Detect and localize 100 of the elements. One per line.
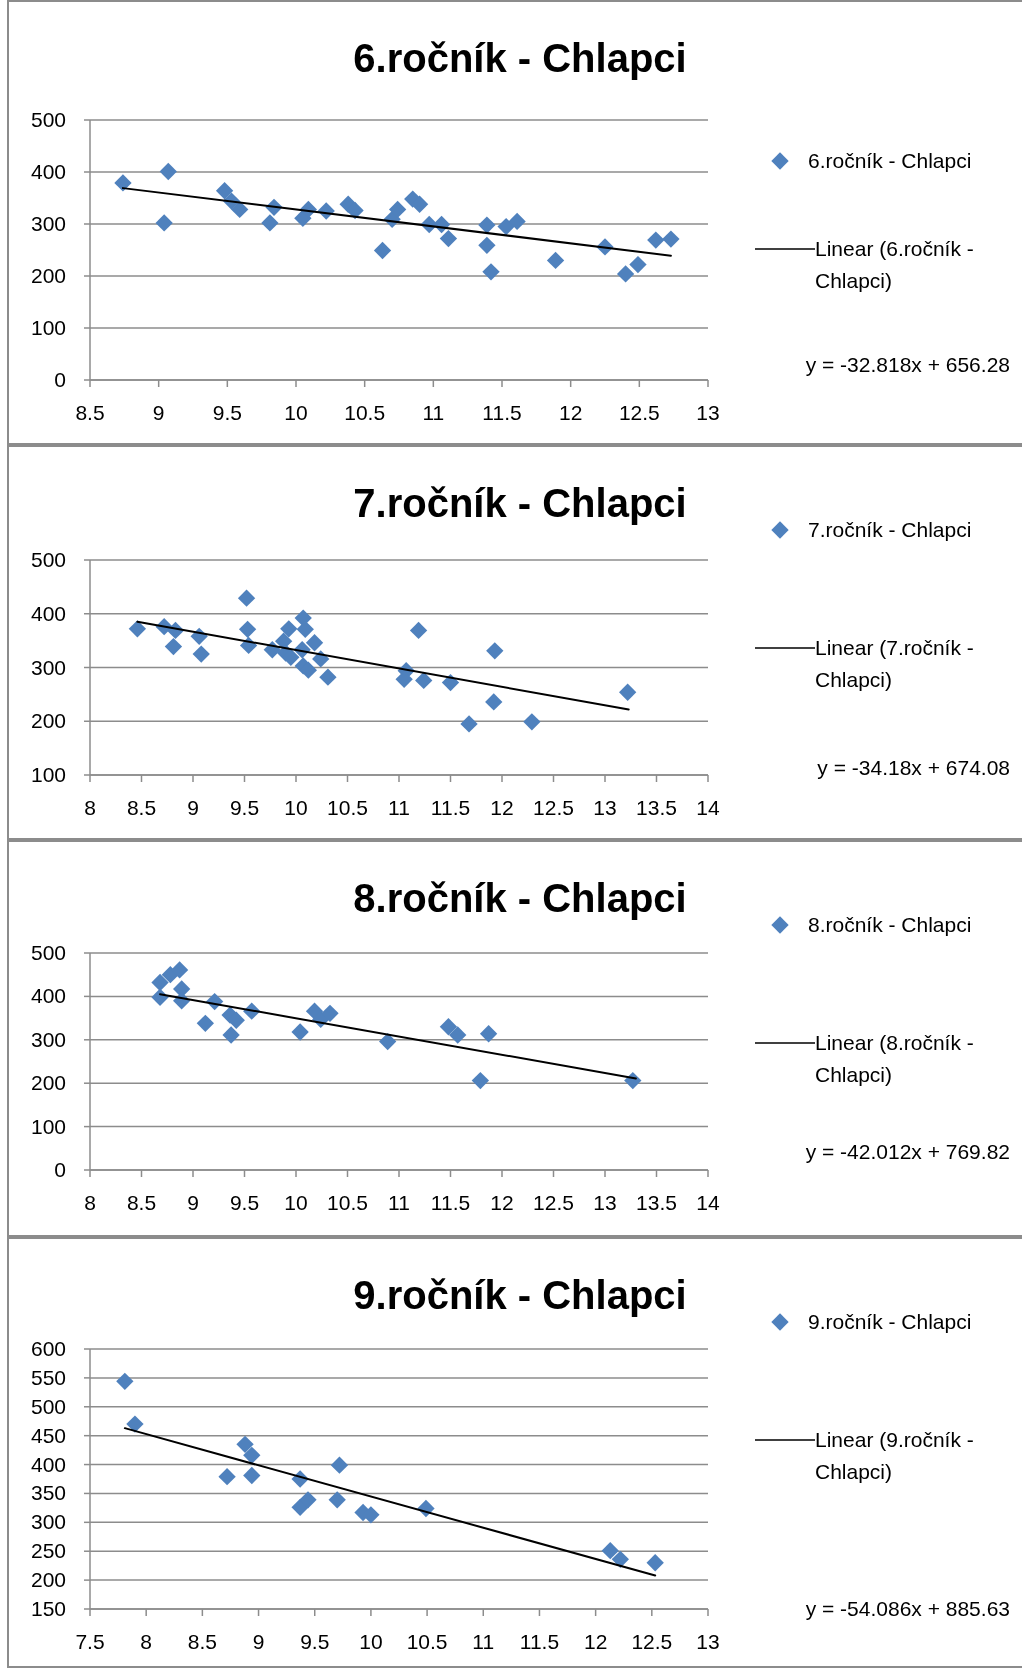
- point: [305, 634, 324, 652]
- point: [237, 589, 256, 607]
- legend-label: Linear (9.ročník - Chlapci): [815, 1428, 974, 1483]
- y-tick-label: 500: [30, 548, 66, 571]
- point: [196, 1014, 215, 1032]
- point: [116, 1372, 134, 1391]
- y-tick-label: 100: [30, 316, 66, 339]
- x-tick-label: 14: [696, 1191, 720, 1214]
- point: [238, 620, 257, 638]
- legend-label: 9.ročník - Chlapci: [808, 1310, 972, 1333]
- y-tick-label: 400: [30, 160, 66, 183]
- legend-label: Linear (6.ročník - Chlapci): [815, 237, 974, 292]
- point: [460, 715, 478, 733]
- x-tick-label: 12: [490, 1191, 514, 1214]
- y-tick-label: 0: [54, 1158, 66, 1181]
- point: [280, 620, 298, 638]
- x-tick-label: 11.5: [482, 401, 522, 424]
- y-tick-label: 550: [30, 1365, 66, 1389]
- chart-title: 6.ročník - Chlapci: [353, 36, 687, 80]
- point: [388, 200, 407, 219]
- x-tick-label: 12.5: [533, 1191, 574, 1214]
- y-tick-label: 400: [30, 984, 66, 1008]
- y-tick-label: 300: [30, 1510, 66, 1534]
- point: [439, 1018, 458, 1036]
- text: y = -34.18x + 674.08: [817, 756, 1010, 779]
- x-tick-label: 11: [388, 1191, 410, 1214]
- point: [523, 713, 541, 731]
- point: [616, 265, 635, 283]
- point: [215, 182, 234, 200]
- y-tick-label: 450: [30, 1423, 66, 1447]
- point: [629, 255, 647, 274]
- y-tick-label: 600: [30, 1337, 66, 1360]
- y-tick-label: 100: [30, 1114, 66, 1138]
- point: [439, 229, 458, 248]
- chart-title: 8.ročník - Chlapci: [353, 876, 687, 920]
- x-tick-label: 13.5: [636, 796, 677, 819]
- x-tick-label: 12: [490, 796, 514, 819]
- point: [611, 1550, 630, 1568]
- y-tick-label: 300: [30, 655, 66, 679]
- x-tick-label: 8.5: [187, 1630, 217, 1653]
- x-tick-label: 9: [252, 1630, 265, 1653]
- y-tick-label: 300: [30, 1027, 66, 1051]
- point: [218, 1468, 236, 1486]
- point: [546, 251, 565, 270]
- y-tick-label: 200: [30, 1568, 66, 1592]
- x-tick-label: 14: [696, 796, 720, 819]
- point: [114, 174, 132, 192]
- x-tick-label: 12: [558, 401, 583, 424]
- y-tick-label: 200: [30, 264, 66, 287]
- x-tick-label: 12.5: [631, 1630, 673, 1653]
- x-tick-label: 10.5: [327, 796, 368, 819]
- x-tick-label: 8: [140, 1630, 153, 1653]
- y-tick-label: 500: [30, 941, 66, 964]
- y-tick-label: 200: [30, 709, 66, 733]
- x-tick-label: 8.5: [126, 796, 157, 819]
- x-tick-label: 11: [422, 401, 445, 424]
- x-tick-label: 10.5: [406, 1630, 448, 1653]
- x-tick-label: 10: [359, 1630, 383, 1653]
- x-tick-label: 11.5: [430, 796, 471, 819]
- point: [485, 693, 503, 711]
- legend-label: 6.ročník - Chlapci: [808, 149, 972, 172]
- point: [126, 1415, 144, 1433]
- point: [373, 241, 392, 260]
- x-tick-label: 11: [388, 796, 410, 819]
- point: [647, 231, 665, 249]
- point: [482, 263, 500, 281]
- x-tick-label: 11: [472, 1630, 495, 1653]
- x-tick-label: 10: [284, 1191, 308, 1214]
- x-tick-label: 7.5: [75, 1630, 105, 1653]
- text: y = -42.012x + 769.82: [805, 1140, 1010, 1163]
- point: [478, 216, 496, 234]
- point: [330, 1456, 349, 1474]
- x-tick-label: 10: [284, 401, 308, 424]
- point: [319, 668, 337, 686]
- x-tick-label: 9: [152, 401, 165, 424]
- x-tick-label: 13: [593, 1191, 617, 1214]
- x-tick-label: 9.5: [300, 1630, 330, 1653]
- x-tick-label: 9.5: [229, 1191, 260, 1214]
- x-tick-label: 9.5: [229, 796, 260, 819]
- x-tick-label: 10: [284, 796, 308, 819]
- legend-label: Linear (7.ročník - Chlapci): [815, 636, 974, 691]
- x-tick-label: 11.5: [519, 1630, 560, 1653]
- x-tick-label: 9: [187, 1191, 199, 1214]
- point: [346, 201, 364, 220]
- point: [192, 645, 210, 663]
- y-tick-label: 0: [54, 368, 66, 391]
- point: [243, 1466, 261, 1485]
- x-tick-label: 12: [583, 1630, 608, 1653]
- legend-label: 7.ročník - Chlapci: [808, 518, 972, 541]
- point: [128, 620, 147, 638]
- point: [151, 973, 169, 992]
- y-tick-label: 500: [30, 108, 66, 131]
- point: [508, 212, 526, 231]
- point: [291, 1023, 309, 1041]
- x-tick-label: 11.5: [430, 1191, 471, 1214]
- point: [243, 1446, 261, 1464]
- x-tick-label: 9: [187, 796, 199, 819]
- point: [662, 230, 680, 248]
- point: [231, 200, 249, 219]
- point: [222, 1026, 240, 1044]
